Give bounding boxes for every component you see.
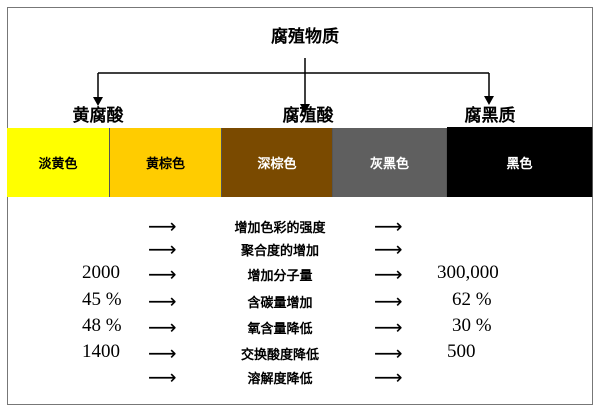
level-fulvic-acid: 黄腐酸 xyxy=(72,106,124,126)
branch-connectors xyxy=(93,58,494,113)
arrowhead-right xyxy=(484,96,494,105)
arrow-right-icon: ⟶ xyxy=(148,262,177,286)
arrow-right-icon: ⟶ xyxy=(374,315,403,339)
arrow-right-icon: ⟶ xyxy=(148,289,177,313)
left-value: 2000 xyxy=(82,262,120,283)
arrow-right-icon: ⟶ xyxy=(374,237,403,261)
arrowhead-center xyxy=(300,104,310,113)
property-row: 48 % ⟶ 氧含量降低 ⟶ 30 % xyxy=(0,315,600,339)
color-label: 黄棕色 xyxy=(145,157,185,172)
property-row: ⟶ 溶解度降低 ⟶ xyxy=(0,365,600,389)
left-value: 48 % xyxy=(82,315,122,336)
arrow-right-icon: ⟶ xyxy=(374,214,403,238)
color-cell: 淡黄色 xyxy=(7,128,110,197)
right-value: 30 % xyxy=(452,315,492,336)
left-value: 1400 xyxy=(82,341,120,362)
right-value: 500 xyxy=(447,341,476,362)
color-cell: 灰黑色 xyxy=(333,128,447,197)
arrow-right-icon: ⟶ xyxy=(148,237,177,261)
color-label: 黑色 xyxy=(506,156,533,172)
arrow-right-icon: ⟶ xyxy=(374,341,403,365)
arrow-right-icon: ⟶ xyxy=(148,341,177,365)
right-value: 300,000 xyxy=(437,262,499,283)
property-label: 增加色彩的强度 xyxy=(234,221,326,236)
property-label: 聚合度的增加 xyxy=(240,244,319,259)
property-label: 氧含量降低 xyxy=(247,322,313,337)
arrow-right-icon: ⟶ xyxy=(148,315,177,339)
color-label: 灰黑色 xyxy=(369,157,409,172)
right-value: 62 % xyxy=(452,289,492,310)
level-humic-acid: 腐殖酸 xyxy=(282,106,334,126)
property-row: 45 % ⟶ 含碳量增加 ⟶ 62 % xyxy=(0,289,600,313)
color-cell: 深棕色 xyxy=(222,128,333,197)
arrow-right-icon: ⟶ xyxy=(374,289,403,313)
arrow-right-icon: ⟶ xyxy=(148,365,177,389)
property-label: 含碳量增加 xyxy=(247,296,313,311)
arrow-right-icon: ⟶ xyxy=(374,262,403,286)
color-label: 深棕色 xyxy=(257,157,297,172)
diagram-title: 腐殖物质 xyxy=(271,27,339,47)
property-row: ⟶ 聚合度的增加 ⟶ xyxy=(0,237,600,261)
arrow-right-icon: ⟶ xyxy=(148,214,177,238)
color-cell: 黑色 xyxy=(447,127,593,197)
arrowhead-left xyxy=(93,97,103,106)
color-label: 淡黄色 xyxy=(38,157,78,172)
arrow-right-icon: ⟶ xyxy=(374,365,403,389)
property-row: ⟶ 增加色彩的强度 ⟶ xyxy=(0,214,600,238)
level-humin: 腐黑质 xyxy=(464,106,516,126)
property-label: 增加分子量 xyxy=(247,269,313,284)
property-row: 1400 ⟶ 交换酸度降低 ⟶ 500 xyxy=(0,341,600,365)
diagram-frame xyxy=(7,7,593,405)
property-label: 交换酸度降低 xyxy=(240,348,319,363)
property-row: 2000 ⟶ 增加分子量 ⟶ 300,000 xyxy=(0,262,600,286)
left-value: 45 % xyxy=(82,289,122,310)
property-label: 溶解度降低 xyxy=(247,372,313,387)
color-cell: 黄棕色 xyxy=(110,128,222,197)
